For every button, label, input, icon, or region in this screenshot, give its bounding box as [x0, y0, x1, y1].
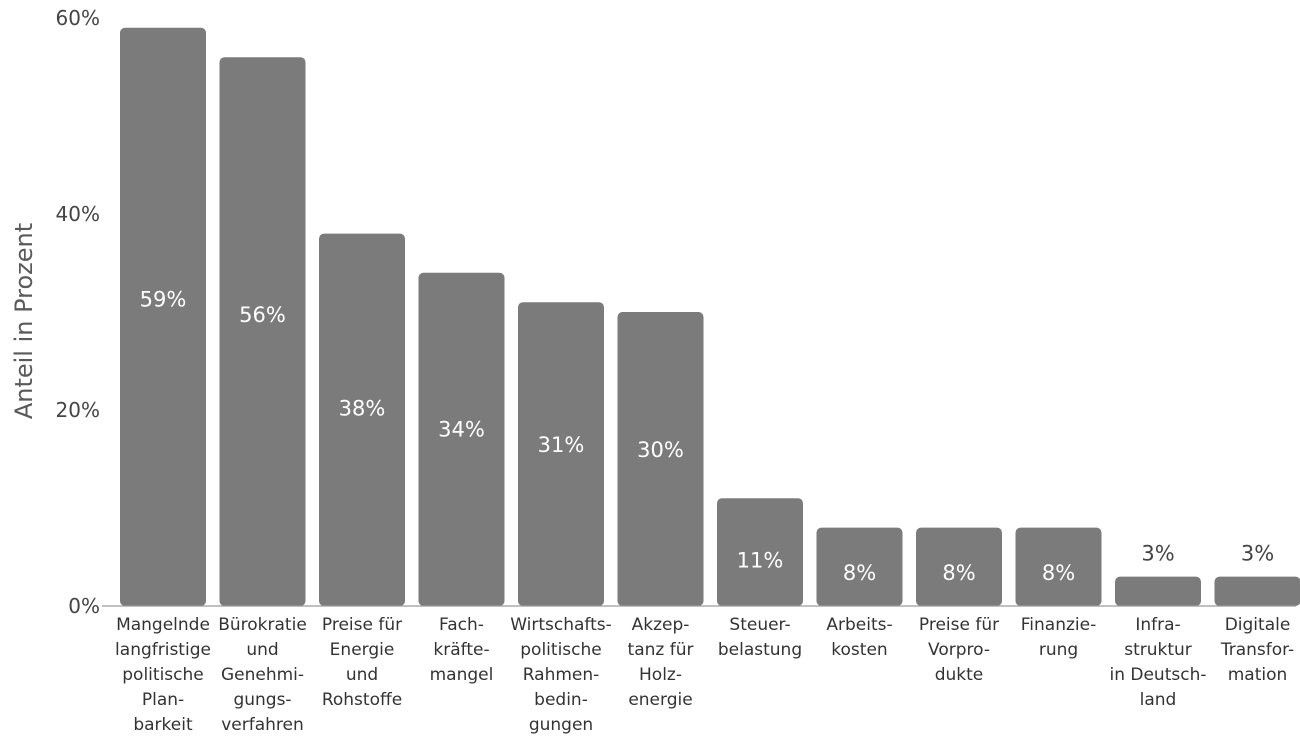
- category-label-line: Vorpro-: [928, 640, 990, 660]
- category-label-line: barkeit: [133, 715, 193, 735]
- category-label-line: Bürokratie: [218, 615, 307, 635]
- y-axis-label: Anteil in Prozent: [10, 223, 38, 419]
- category-label-line: rung: [1039, 640, 1078, 660]
- data-label: 30%: [637, 438, 684, 462]
- category-label: Fach-kräfte-mangel: [430, 615, 494, 685]
- category-label-line: verfahren: [221, 715, 304, 735]
- category-label-line: Wirtschafts-: [510, 615, 612, 635]
- bar: [816, 527, 903, 606]
- y-tick-label: 60%: [56, 6, 100, 30]
- category-label-line: Plan-: [142, 690, 184, 710]
- bar: [219, 57, 306, 606]
- category-label: Wirtschafts-politische Rahmen-bedin-gunge…: [510, 615, 612, 735]
- category-label-line: politische: [520, 640, 601, 660]
- bar: [916, 527, 1002, 606]
- data-label: 8%: [942, 561, 975, 585]
- data-labels: 59% 56% 38% 34% 31% 30% 11% 8% 8% 8% 3% 3%: [140, 288, 1275, 586]
- category-label-line: bedin-: [534, 690, 588, 710]
- category-label-line: belastung: [718, 640, 802, 660]
- category-label-line: Arbeits-: [826, 615, 892, 635]
- data-label: 38%: [339, 397, 386, 421]
- category-label: Finanzie-rung: [1021, 615, 1096, 660]
- category-label-line: mation: [1228, 665, 1288, 685]
- bar-series: [120, 27, 1300, 607]
- category-label-line: und: [246, 640, 278, 660]
- category-label-line: Infra-: [1135, 615, 1180, 635]
- category-label-line: langfristige: [115, 640, 211, 660]
- y-tick-label: 0%: [68, 594, 100, 618]
- category-label-line: gungen: [529, 715, 593, 735]
- category-label-line: land: [1140, 690, 1177, 710]
- category-label: Bürokratie und Genehmi-gungs-verfahren: [218, 615, 307, 735]
- data-label: 8%: [1042, 561, 1075, 585]
- bar: [1115, 576, 1201, 606]
- category-label-line: Rohstoffe: [322, 690, 402, 710]
- category-label: Steuer-belastung: [718, 615, 802, 660]
- bar: [319, 233, 405, 606]
- category-label-line: Mangelnde: [116, 615, 210, 635]
- category-label: Preise für Energie und Rohstoffe: [322, 615, 402, 710]
- category-label: Arbeits-kosten: [826, 615, 892, 660]
- category-label: Mangelnde langfristige politische Plan-bark…: [115, 615, 211, 735]
- data-label: 3%: [1141, 542, 1174, 566]
- bar: [717, 498, 803, 606]
- category-label-line: Genehmi-: [221, 665, 304, 685]
- category-label-line: kräfte-: [433, 640, 489, 660]
- data-label: 8%: [843, 561, 876, 585]
- data-label: 34%: [438, 417, 485, 441]
- y-tick-label: 40%: [56, 202, 100, 226]
- category-label-line: Steuer-: [729, 615, 790, 635]
- category-label-line: in Deutsch-: [1109, 665, 1206, 685]
- category-label-line: kosten: [831, 640, 887, 660]
- data-label: 3%: [1241, 542, 1274, 566]
- category-label-line: Preise für: [919, 615, 999, 635]
- category-label-line: tanz für: [628, 640, 694, 660]
- y-tick-label: 20%: [56, 398, 100, 422]
- bar: [1015, 527, 1102, 606]
- category-label: Infra-struktur in Deutsch-land: [1109, 615, 1206, 710]
- data-label: 59%: [140, 288, 187, 312]
- category-label-line: Digitale: [1225, 615, 1291, 635]
- bar: [418, 272, 505, 606]
- category-label-line: politische: [122, 665, 203, 685]
- x-axis-category-labels: Mangelnde langfristige politische Plan-bark…: [115, 615, 1294, 735]
- category-label-line: Transfor-: [1220, 640, 1294, 660]
- category-label-line: Akzep-: [632, 615, 690, 635]
- bar: [617, 312, 704, 606]
- category-label-line: struktur: [1124, 640, 1192, 660]
- data-label: 31%: [538, 433, 585, 457]
- bar: [120, 27, 206, 607]
- bar: [1214, 576, 1300, 606]
- category-label-line: gungs-: [233, 690, 291, 710]
- y-axis-ticks: 0% 20% 40% 60%: [56, 6, 100, 618]
- category-label-line: dukte: [935, 665, 984, 685]
- data-label: 11%: [737, 549, 784, 573]
- category-label-line: Rahmen-: [523, 665, 600, 685]
- data-label: 56%: [239, 303, 286, 327]
- category-label: Akzep-tanz für Holz-energie: [628, 615, 694, 710]
- category-label-line: Energie: [330, 640, 395, 660]
- category-label-line: und: [346, 665, 378, 685]
- bar: [518, 302, 604, 606]
- category-label: Digitale Transfor-mation: [1220, 615, 1294, 685]
- category-label-line: Finanzie-: [1021, 615, 1096, 635]
- category-label-line: Preise für: [322, 615, 402, 635]
- category-label-line: Fach-: [439, 615, 484, 635]
- category-label-line: energie: [628, 690, 692, 710]
- category-label-line: mangel: [430, 665, 494, 685]
- category-label-line: Holz-: [639, 665, 682, 685]
- category-label: Preise für Vorpro-dukte: [919, 615, 999, 685]
